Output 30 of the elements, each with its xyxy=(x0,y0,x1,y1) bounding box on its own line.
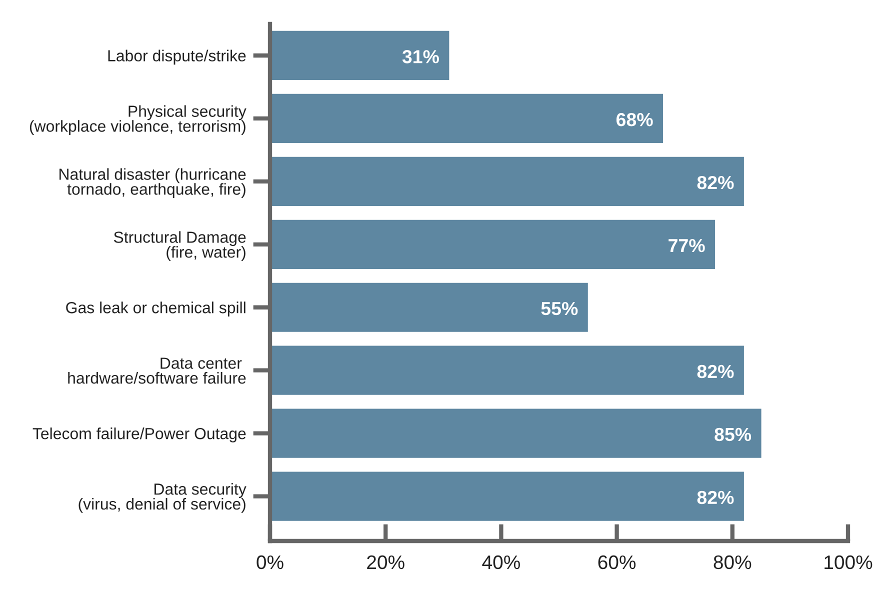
data-label: 31% xyxy=(402,50,439,64)
y-tick-label: Telecom failure/Power Outage xyxy=(32,428,246,442)
data-label: 82% xyxy=(697,490,734,504)
data-label: 82% xyxy=(697,364,734,378)
bar xyxy=(270,220,716,269)
bar xyxy=(270,156,744,206)
data-label: 77% xyxy=(668,238,705,252)
x-tick-label: 40% xyxy=(482,555,520,570)
x-tick-label: 100% xyxy=(824,555,872,570)
bar xyxy=(270,282,588,332)
y-tick-label: Gas leak or chemical spill xyxy=(66,302,246,316)
y-tick-label: Physical security (workplace violence, terrorism) xyxy=(30,105,246,136)
x-tick-label: 0% xyxy=(256,555,284,570)
data-label: 82% xyxy=(697,176,734,190)
x-tick-label: 60% xyxy=(598,555,636,570)
bar xyxy=(270,30,450,80)
y-tick-label: Data center hardware/software failure xyxy=(68,358,246,384)
data-label: 85% xyxy=(714,428,752,442)
data-label: 68% xyxy=(616,112,653,126)
y-tick-label: Natural disaster (hurricane tornado, earthquake, fire) xyxy=(60,168,246,198)
x-tick-label: 20% xyxy=(367,555,404,570)
bar xyxy=(270,472,744,521)
x-tick-label: 80% xyxy=(714,555,752,570)
y-tick-label: Data security (virus, denial of service) xyxy=(78,483,246,513)
data-label: 55% xyxy=(541,302,578,316)
y-tick-label: Labor dispute/strike xyxy=(108,50,246,65)
bar xyxy=(270,94,664,144)
bar xyxy=(270,408,762,458)
bar xyxy=(270,346,744,395)
y-tick-label: Structural Damage (fire, water) xyxy=(114,231,246,261)
